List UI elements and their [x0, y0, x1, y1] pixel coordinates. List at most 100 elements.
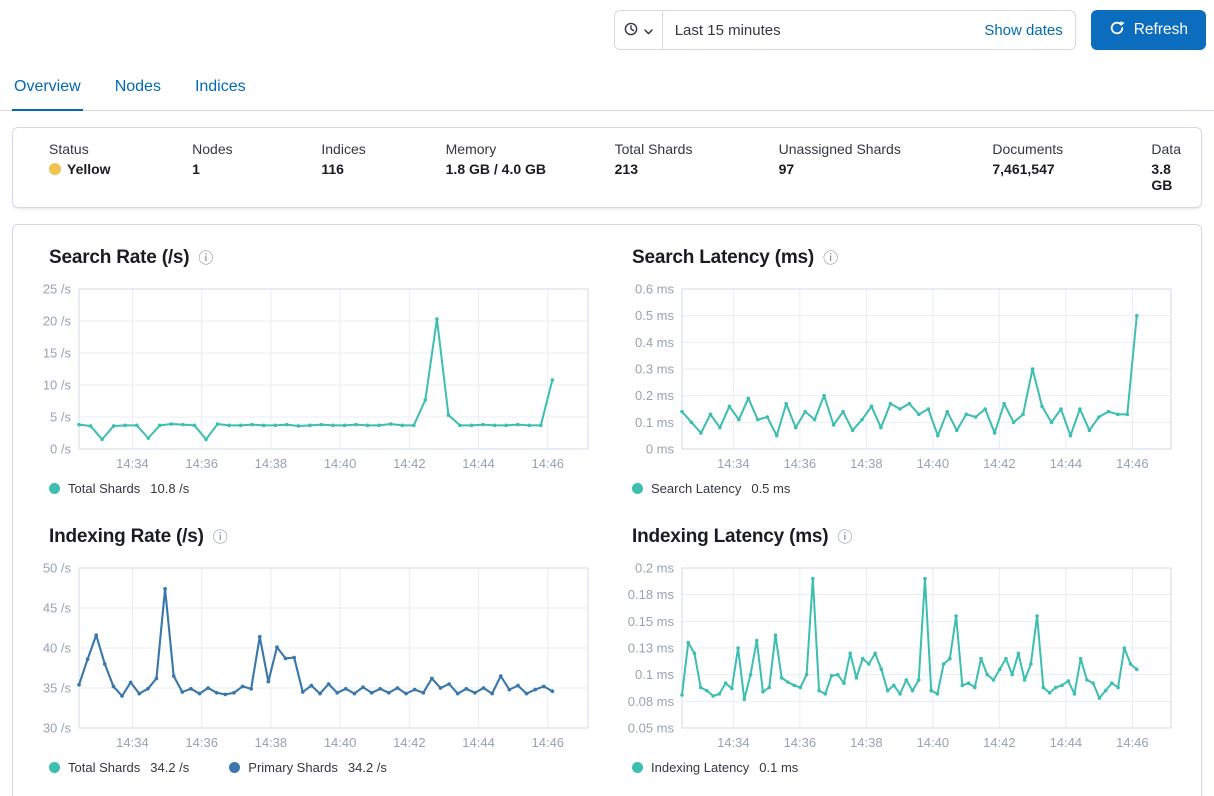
svg-text:0.4 ms: 0.4 ms	[635, 335, 675, 350]
svg-text:25 /s: 25 /s	[43, 282, 72, 297]
legend-series-value: 34.2 /s	[347, 760, 387, 775]
time-range-picker: Last 15 minutes Show dates	[613, 10, 1076, 50]
legend-item[interactable]: Search Latency 0.5 ms	[632, 481, 790, 496]
info-icon[interactable]: ⓘ	[837, 528, 853, 546]
svg-text:14:44: 14:44	[462, 456, 495, 471]
summary-total-shards: Total Shards 213	[615, 141, 779, 193]
svg-text:15 /s: 15 /s	[43, 346, 72, 361]
search-rate-chart-block: Search Rate (/s) ⓘ 14:34 14:36 14:38 14:40 1…	[37, 247, 596, 496]
svg-text:14:40: 14:40	[324, 735, 357, 750]
chart-legend: Total Shards 10.8 /s	[49, 481, 596, 496]
chart-title: Search Rate (/s)	[49, 247, 190, 268]
legend-series-name: Search Latency	[651, 481, 742, 496]
svg-text:50 /s: 50 /s	[43, 561, 72, 576]
legend-series-value: 0.5 ms	[751, 481, 791, 496]
chevron-down-icon	[644, 23, 653, 38]
svg-text:14:34: 14:34	[116, 735, 149, 750]
summary-memory: Memory 1.8 GB / 4.0 GB	[446, 141, 615, 193]
summary-label: Memory	[445, 141, 497, 157]
indexing-rate-chart-block: Indexing Rate (/s) ⓘ 14:34 14:36 14:38 14:4…	[37, 526, 596, 775]
refresh-label: Refresh	[1133, 21, 1188, 38]
time-range-value[interactable]: Last 15 minutes	[674, 21, 781, 39]
search-rate-chart[interactable]: 14:34 14:36 14:38 14:40 14:42 14:44 14:46 0 /s 5…	[37, 281, 596, 475]
svg-text:14:42: 14:42	[393, 735, 426, 750]
summary-label: Unassigned Shards	[778, 141, 901, 157]
svg-text:14:40: 14:40	[324, 456, 357, 471]
summary-unassigned-shards: Unassigned Shards 97	[779, 141, 993, 193]
search-latency-chart[interactable]: 14:34 14:36 14:38 14:40 14:42 14:44 14:46 0 ms 0…	[620, 281, 1179, 475]
svg-text:14:40: 14:40	[917, 456, 950, 471]
legend-series-name: Indexing Latency	[651, 760, 750, 775]
summary-value: 213	[614, 161, 638, 177]
refresh-button[interactable]: Refresh	[1090, 10, 1206, 50]
legend-series-dot-icon	[632, 762, 643, 773]
svg-text:14:46: 14:46	[532, 456, 565, 471]
info-icon[interactable]: ⓘ	[198, 249, 214, 267]
legend-series-name: Total Shards	[68, 760, 141, 775]
legend-series-value: 0.1 ms	[759, 760, 799, 775]
legend-item[interactable]: Total Shards 10.8 /s	[49, 481, 189, 496]
summary-value: 7,461,547	[992, 161, 1055, 177]
svg-text:0.1 ms: 0.1 ms	[635, 415, 675, 430]
svg-text:14:44: 14:44	[1050, 735, 1083, 750]
clock-icon	[623, 21, 639, 40]
svg-text:14:44: 14:44	[462, 735, 495, 750]
status-badge: Yellow	[49, 161, 192, 177]
indexing-latency-chart[interactable]: 14:34 14:36 14:38 14:40 14:42 14:44 14:46 0.05 …	[620, 560, 1179, 754]
svg-text:0.05 ms: 0.05 ms	[628, 721, 675, 736]
svg-text:14:38: 14:38	[255, 456, 288, 471]
svg-text:10 /s: 10 /s	[43, 378, 72, 393]
svg-text:30 /s: 30 /s	[43, 721, 72, 736]
svg-text:14:42: 14:42	[983, 735, 1016, 750]
svg-text:5 /s: 5 /s	[50, 410, 71, 425]
summary-data: Data 3.8 GB	[1151, 141, 1181, 193]
svg-text:40 /s: 40 /s	[43, 641, 72, 656]
svg-text:14:38: 14:38	[850, 456, 883, 471]
info-icon[interactable]: ⓘ	[823, 249, 839, 267]
svg-text:14:46: 14:46	[1116, 735, 1149, 750]
svg-text:14:36: 14:36	[784, 735, 817, 750]
legend-series-name: Primary Shards	[248, 760, 338, 775]
legend-series-dot-icon	[49, 762, 60, 773]
chart-title: Search Latency (ms)	[632, 247, 815, 268]
svg-text:0.3 ms: 0.3 ms	[635, 362, 675, 377]
legend-item[interactable]: Total Shards 34.2 /s	[49, 760, 189, 775]
tab-indices[interactable]: Indices	[193, 66, 248, 111]
svg-text:14:40: 14:40	[917, 735, 950, 750]
svg-text:14:36: 14:36	[784, 456, 817, 471]
summary-value: 1.8 GB / 4.0 GB	[445, 161, 547, 177]
svg-text:0.2 ms: 0.2 ms	[635, 388, 675, 403]
legend-item[interactable]: Indexing Latency 0.1 ms	[632, 760, 798, 775]
legend-item[interactable]: Primary Shards 34.2 /s	[229, 760, 387, 775]
svg-text:14:42: 14:42	[393, 456, 426, 471]
tab-nodes[interactable]: Nodes	[113, 66, 163, 111]
svg-text:0.2 ms: 0.2 ms	[635, 561, 675, 576]
chart-legend: Total Shards 34.2 /s Primary Shards 34.2 /s	[49, 760, 596, 775]
svg-text:14:34: 14:34	[717, 735, 750, 750]
svg-text:14:38: 14:38	[255, 735, 288, 750]
cluster-status-bar: Status Yellow Nodes 1 Indices 116 Memory…	[12, 127, 1202, 208]
svg-text:14:44: 14:44	[1050, 456, 1083, 471]
svg-text:0 /s: 0 /s	[50, 442, 71, 457]
svg-text:0.13 ms: 0.13 ms	[628, 641, 675, 656]
summary-value: 1	[192, 161, 200, 177]
summary-label: Total Shards	[614, 141, 693, 157]
indexing-latency-chart-block: Indexing Latency (ms) ⓘ 14:34 14:36 14:38 1…	[620, 526, 1179, 775]
info-icon[interactable]: ⓘ	[212, 528, 228, 546]
chart-legend: Indexing Latency 0.1 ms	[632, 760, 1179, 775]
legend-series-value: 10.8 /s	[150, 481, 190, 496]
svg-text:14:34: 14:34	[717, 456, 750, 471]
indexing-rate-chart[interactable]: 14:34 14:36 14:38 14:40 14:42 14:44 14:46 30 /s…	[37, 560, 596, 754]
search-latency-chart-block: Search Latency (ms) ⓘ 14:34 14:36 14:38 14:…	[620, 247, 1179, 496]
show-dates-link[interactable]: Show dates	[984, 21, 1063, 39]
svg-text:14:38: 14:38	[850, 735, 883, 750]
tab-overview[interactable]: Overview	[12, 66, 83, 111]
svg-text:14:46: 14:46	[532, 735, 565, 750]
summary-indices: Indices 116	[321, 141, 445, 193]
health-yellow-icon	[49, 163, 61, 175]
summary-value: 3.8 GB	[1151, 161, 1173, 193]
summary-label: Indices	[321, 141, 366, 157]
summary-label: Status	[49, 141, 89, 157]
time-picker-quick-menu-button[interactable]	[615, 11, 663, 49]
